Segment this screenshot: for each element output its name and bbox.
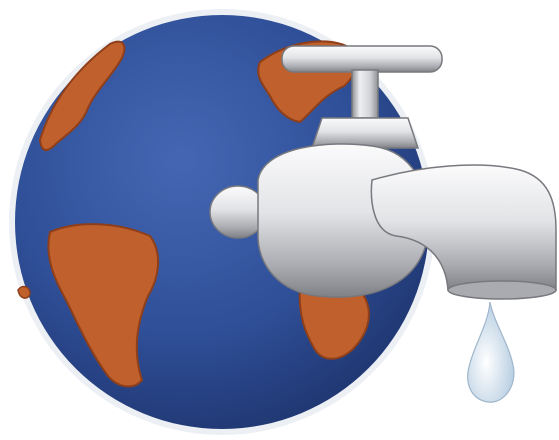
island [17, 285, 31, 299]
faucet [209, 45, 557, 300]
continent-north-america [38, 40, 126, 151]
faucet-stem [351, 69, 379, 119]
faucet-bonnet [310, 117, 420, 149]
faucet-spout-opening [447, 280, 557, 300]
faucet-spout [370, 164, 557, 291]
faucet-handle-bar [281, 45, 443, 73]
continent-south-america [47, 223, 160, 388]
water-drop [467, 301, 515, 403]
